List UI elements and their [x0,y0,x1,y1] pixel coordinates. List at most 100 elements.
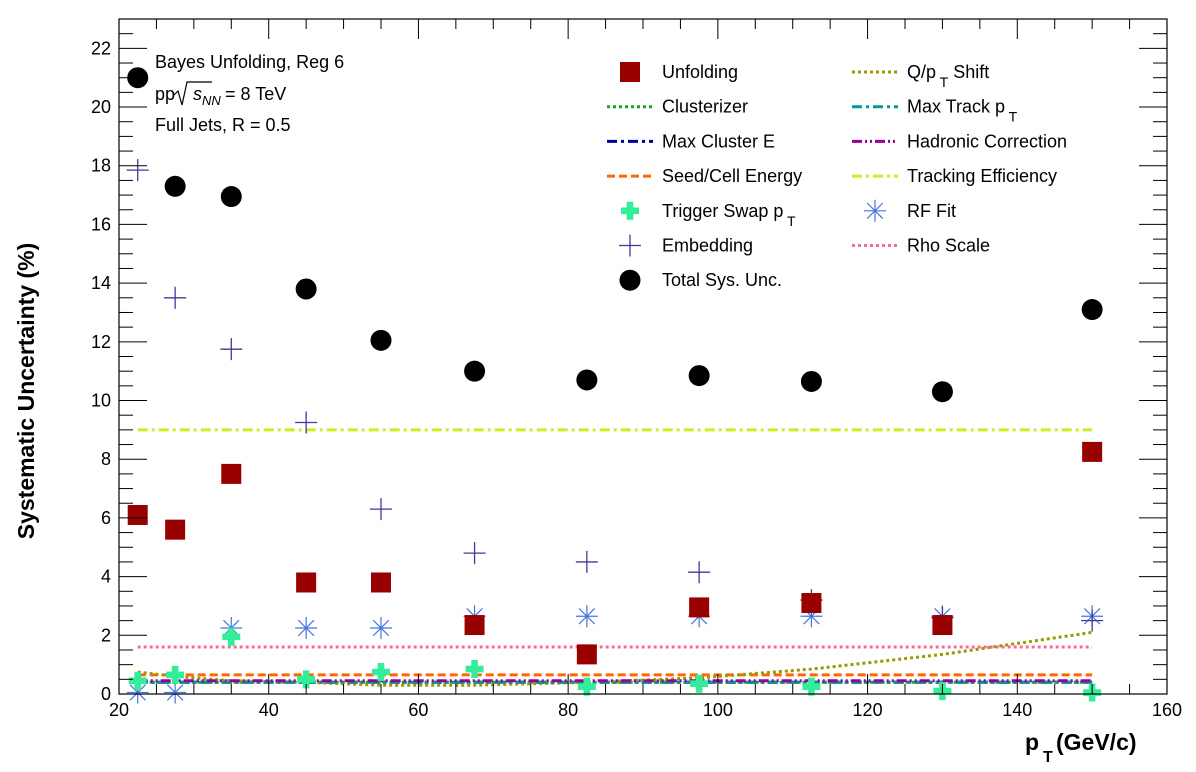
legend-label-subscript: T [783,213,796,229]
data-point-unfolding [221,463,242,484]
y-tick-label: 22 [91,38,111,58]
data-point-embedding [370,498,392,521]
data-point-total [127,67,149,89]
legend-label-seed_cell: Seed/Cell Energy [662,166,802,186]
data-point-trigger_swap [297,670,316,689]
legend-label-unfolding: Unfolding [662,62,738,82]
data-point-embedding [1081,609,1104,632]
data-point-unfolding [689,597,710,618]
y-tick-label: 10 [91,391,111,411]
data-point-total [220,186,242,208]
series-markers [126,67,1104,704]
data-point-rf_fit [800,605,823,628]
data-point-unfolding [371,572,391,593]
legend-swatch-unfolding [620,62,640,82]
legend-item-embedding: Embedding [619,234,753,257]
legend-swatch-total [619,269,641,291]
data-point-rf_fit [126,681,149,704]
x-tick-label: 120 [853,700,883,720]
data-point-trigger_swap [222,627,241,646]
y-tick-label: 12 [91,332,111,352]
legend-label-embedding: Embedding [662,236,753,256]
data-point-unfolding [464,615,485,636]
annotation-block: Bayes Unfolding, Reg 6 pp s NN = 8 TeV F… [155,52,344,135]
data-point-rf_fit [575,605,598,628]
legend-label-clusterizer: Clusterizer [662,97,748,117]
data-point-trigger_swap [372,662,390,681]
y-tick-label: 6 [101,508,111,528]
data-point-rf_fit [164,681,187,704]
annotation-method: Bayes Unfolding, Reg 6 [155,52,344,72]
legend-item-rf_fit: RF Fit [864,199,956,222]
y-tick-label: 2 [101,625,111,645]
x-tick-label: 80 [558,700,578,720]
data-point-embedding [164,286,187,309]
legend-item-total: Total Sys. Unc. [619,269,782,291]
legend-swatch-rf_fit [864,199,886,222]
legend-label-subscript: T [936,74,949,90]
data-point-embedding [295,411,318,434]
annotation-energy-prefix: pp [155,84,175,104]
data-point-embedding [463,542,486,565]
x-tick-label: 100 [703,700,733,720]
legend-label-subscript: T [1005,109,1018,125]
legend-swatch-embedding [619,234,641,257]
data-point-trigger_swap [802,677,821,696]
data-point-unfolding [576,644,597,665]
x-tick-label: 20 [109,700,129,720]
y-tick-label: 16 [91,214,111,234]
data-point-total [688,365,710,387]
data-point-unfolding [1082,441,1103,462]
data-point-total [464,360,486,382]
data-point-rf_fit [370,616,392,639]
legend-label-rho_scale: Rho Scale [907,236,990,256]
x-tick-label: 160 [1152,700,1182,720]
annotation-energy-value: = 8 TeV [225,84,286,104]
y-tick-label: 4 [101,567,111,587]
data-point-total [931,381,953,403]
legend-label-tracking: Tracking Efficiency [907,166,1057,186]
annotation-energy-subscript: NN [202,93,221,108]
data-point-total [164,175,186,197]
data-point-total [295,278,317,300]
data-point-unfolding [932,615,953,636]
sqrt-icon [173,81,212,106]
data-point-trigger_swap [166,665,185,684]
data-point-total [1081,299,1103,321]
data-point-unfolding [127,504,148,525]
axis-ticks: 20 40 60 80 100 120 140 160 0 2 4 6 8 10 12 14 16 18 20 22 [91,18,1182,720]
legend-item-tracking: Tracking Efficiency [852,166,1057,186]
data-point-trigger_swap [465,660,484,679]
legend-label-hadronic: Hadronic Correction [907,131,1067,151]
y-tick-label: 8 [101,449,111,469]
legend-item-qpt_shift: Q/p T Shift [852,62,989,90]
legend-swatch-trigger_swap [621,201,639,220]
data-point-trigger_swap [577,677,596,696]
data-point-embedding [126,159,149,182]
data-point-total [800,370,822,392]
data-point-trigger_swap [128,671,147,690]
legend-item-rho_scale: Rho Scale [852,236,990,256]
data-point-rf_fit [295,616,318,639]
legend-item-max_cluster_e: Max Cluster E [607,131,775,151]
x-tick-label: 140 [1002,700,1032,720]
data-point-total [370,329,392,351]
y-tick-label: 18 [91,156,111,176]
legend-item-unfolding: Unfolding [620,62,738,82]
y-tick-label: 20 [91,97,111,117]
legend-label-max_cluster_e: Max Cluster E [662,131,775,151]
legend-item-clusterizer: Clusterizer [607,97,748,117]
y-axis-title: Systematic Uncertainty (%) [13,243,39,540]
data-point-embedding [220,338,243,361]
annotation-jets: Full Jets, R = 0.5 [155,115,291,135]
data-point-unfolding [165,519,186,540]
x-axis-title-sub: T [1043,749,1053,766]
x-tick-label: 60 [408,700,428,720]
x-axis-title-main: p [1025,729,1039,755]
series-line-qpt_shift [137,630,1093,687]
data-point-unfolding [801,593,822,614]
x-tick-label: 40 [259,700,279,720]
series-lines [137,428,1093,687]
